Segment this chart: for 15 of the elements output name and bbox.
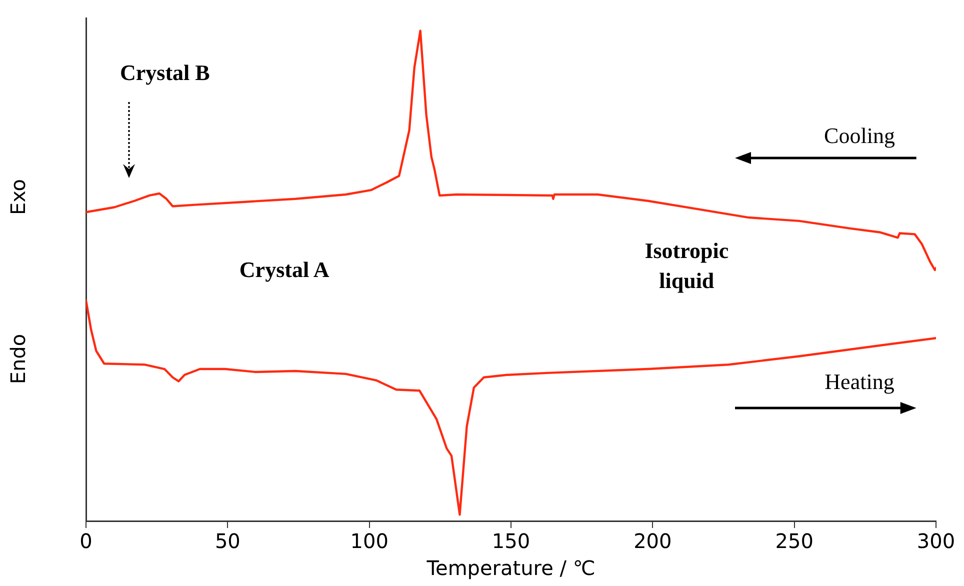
x-tick-label: 200 (634, 529, 672, 554)
x-tick-label: 50 (214, 529, 240, 554)
annotation: Crystal B (120, 60, 210, 86)
x-tick-label: 250 (775, 529, 814, 554)
x-tick-label: 150 (492, 529, 530, 554)
annotation: Cooling (824, 123, 895, 149)
annotation: Heating (824, 369, 894, 395)
x-tick-label: 0 (80, 529, 92, 554)
annotation: Crystal A (239, 257, 330, 283)
x-axis-title: Temperature / ℃ (426, 556, 596, 580)
x-tick-label: 100 (350, 529, 388, 554)
annotation: Isotropic liquid (644, 237, 730, 295)
text: Exo (6, 179, 30, 216)
text: Endo (6, 334, 30, 384)
x-tick-label: 300 (916, 529, 956, 554)
